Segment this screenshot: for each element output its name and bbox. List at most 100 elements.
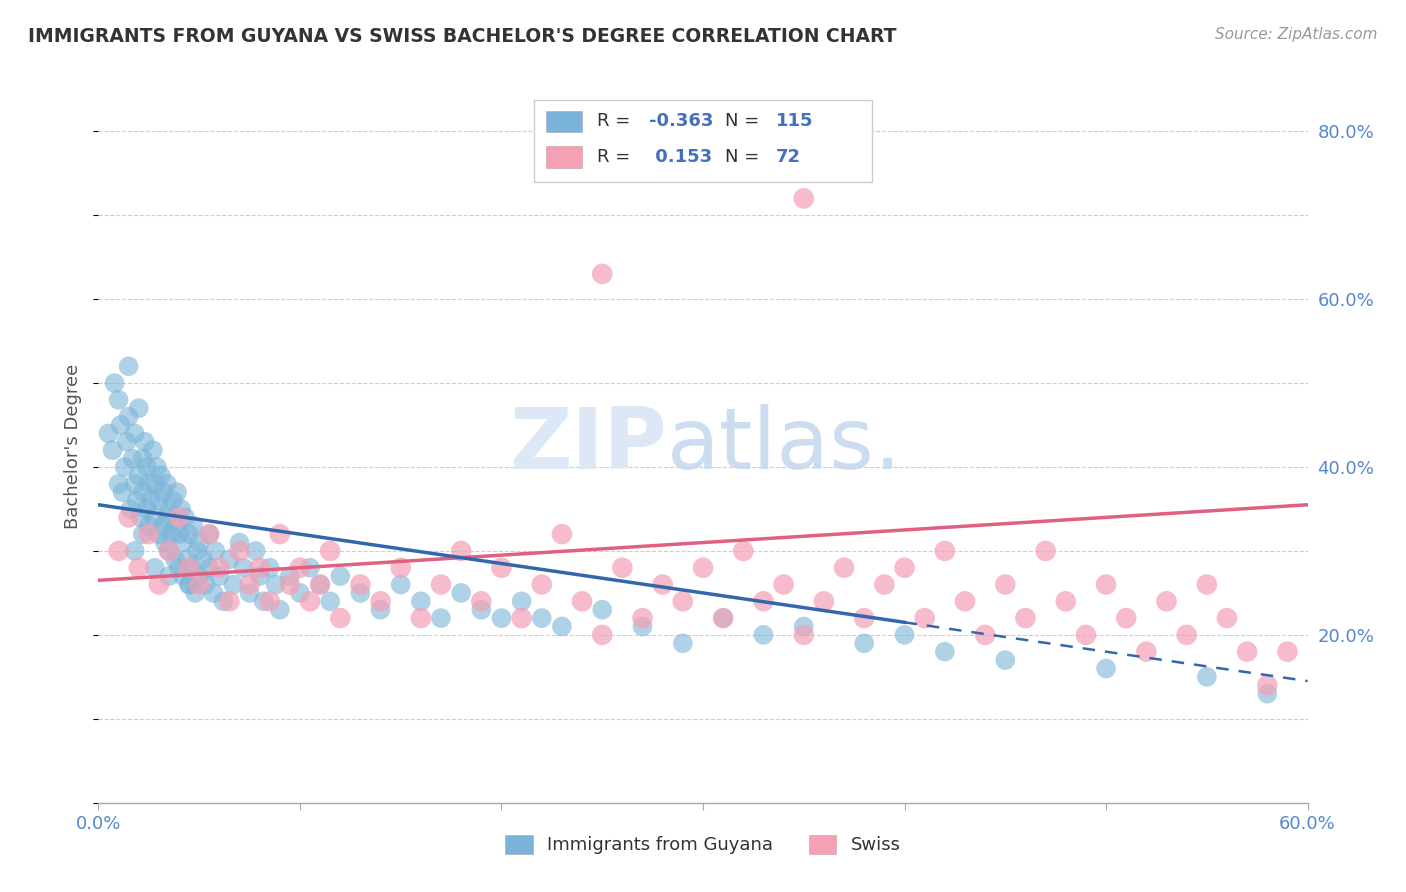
Point (329, 569, 352, 583)
Point (793, 619, 815, 633)
Point (1095, 661, 1118, 675)
Point (153, 535, 176, 549)
Point (101, 443, 124, 458)
Point (430, 577, 453, 591)
Point (188, 577, 211, 591)
Point (934, 645, 956, 659)
Point (132, 527, 155, 541)
Point (128, 560, 150, 574)
Point (934, 544, 956, 558)
Point (299, 560, 322, 574)
Point (349, 586, 371, 600)
Point (1236, 645, 1258, 659)
Point (813, 594, 835, 608)
Point (974, 628, 997, 642)
Point (249, 569, 271, 583)
Point (204, 544, 226, 558)
Point (124, 426, 146, 441)
Point (1195, 577, 1218, 591)
Point (245, 544, 267, 558)
Point (156, 510, 179, 524)
Point (470, 603, 492, 617)
Point (409, 611, 432, 625)
Point (157, 544, 180, 558)
Point (470, 594, 492, 608)
Point (530, 577, 553, 591)
Point (110, 417, 132, 432)
Point (142, 443, 165, 458)
Point (202, 586, 225, 600)
Point (450, 544, 472, 558)
Point (370, 603, 392, 617)
Text: ZIP: ZIP (509, 404, 666, 488)
Point (1195, 670, 1218, 684)
Point (138, 476, 160, 491)
Point (97, 426, 120, 441)
Point (162, 493, 184, 508)
Point (167, 510, 190, 524)
Point (1156, 594, 1178, 608)
Point (135, 460, 157, 475)
Point (692, 560, 714, 574)
Point (510, 611, 533, 625)
FancyBboxPatch shape (546, 146, 582, 168)
Point (1035, 544, 1057, 558)
Text: N =: N = (724, 112, 765, 130)
Point (167, 560, 190, 574)
Point (148, 493, 170, 508)
Point (551, 527, 574, 541)
Point (571, 594, 593, 608)
Point (170, 502, 193, 516)
Point (118, 510, 141, 524)
Point (450, 586, 472, 600)
Point (163, 518, 186, 533)
Point (510, 594, 533, 608)
Point (672, 594, 695, 608)
Point (772, 577, 794, 591)
Point (389, 577, 412, 591)
Point (711, 611, 734, 625)
Point (107, 544, 129, 558)
Point (148, 577, 170, 591)
Point (103, 376, 125, 390)
Point (278, 577, 301, 591)
Point (259, 594, 281, 608)
Point (1074, 628, 1097, 642)
Point (319, 544, 342, 558)
Point (1095, 577, 1118, 591)
Point (128, 468, 150, 483)
Point (1256, 678, 1278, 692)
Point (232, 560, 254, 574)
Point (139, 493, 162, 508)
Point (149, 468, 172, 483)
Point (135, 502, 157, 516)
Point (711, 611, 734, 625)
Text: atlas.: atlas. (666, 404, 903, 488)
Point (651, 577, 673, 591)
Point (124, 544, 146, 558)
Point (107, 392, 129, 407)
Y-axis label: Bachelor's Degree: Bachelor's Degree (65, 363, 83, 529)
Point (319, 594, 342, 608)
Point (138, 518, 160, 533)
Point (179, 527, 201, 541)
Point (152, 518, 174, 533)
Point (1115, 611, 1137, 625)
Point (288, 586, 311, 600)
FancyBboxPatch shape (534, 100, 872, 182)
Point (309, 577, 332, 591)
Point (180, 560, 202, 574)
Point (259, 560, 281, 574)
Point (591, 628, 613, 642)
Point (491, 560, 513, 574)
Point (212, 594, 235, 608)
Point (179, 577, 201, 591)
Point (152, 485, 174, 500)
Point (157, 502, 180, 516)
Point (1175, 628, 1198, 642)
Point (138, 527, 160, 541)
Point (132, 485, 155, 500)
Point (166, 485, 188, 500)
Point (114, 460, 136, 475)
Point (430, 611, 453, 625)
